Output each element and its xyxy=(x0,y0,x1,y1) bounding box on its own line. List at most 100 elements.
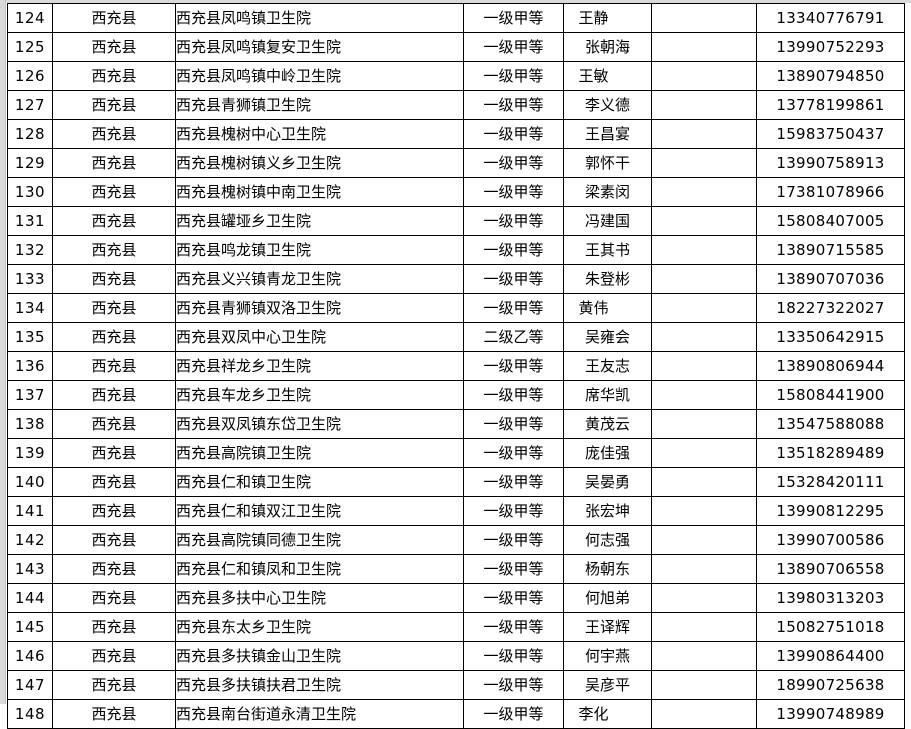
phone-number-cell[interactable]: 13778199861 xyxy=(756,90,905,120)
row-index-cell[interactable]: 134 xyxy=(7,293,53,323)
empty-cell[interactable] xyxy=(651,264,757,294)
institution-name-cell[interactable]: 西充县槐树镇中南卫生院 xyxy=(175,177,464,207)
empty-cell[interactable] xyxy=(651,612,757,642)
row-index-cell[interactable]: 131 xyxy=(7,206,53,236)
row-index-cell[interactable]: 124 xyxy=(7,3,53,33)
grade-cell[interactable]: 一级甲等 xyxy=(463,119,564,149)
empty-cell[interactable] xyxy=(651,235,757,265)
county-cell[interactable]: 西充县 xyxy=(52,148,176,178)
table-row[interactable]: 143 西充县 西充县仁和镇凤和卫生院 一级甲等 杨朝东 13890706558 xyxy=(7,554,905,584)
institution-name-cell[interactable]: 西充县青狮镇卫生院 xyxy=(175,90,464,120)
table-row[interactable]: 138 西充县 西充县双凤镇东岱卫生院 一级甲等 黄茂云 13547588088 xyxy=(7,409,905,439)
phone-number-cell[interactable]: 13340776791 xyxy=(756,3,905,33)
county-cell[interactable]: 西充县 xyxy=(52,206,176,236)
table-row[interactable]: 137 西充县 西充县车龙乡卫生院 一级甲等 席华凯 15808441900 xyxy=(7,380,905,410)
row-index-cell[interactable]: 135 xyxy=(7,322,53,352)
row-index-cell[interactable]: 143 xyxy=(7,554,53,584)
institution-name-cell[interactable]: 西充县仁和镇双江卫生院 xyxy=(175,496,464,526)
responsible-person-cell[interactable]: 李义德 xyxy=(563,90,652,120)
phone-number-cell[interactable]: 15808441900 xyxy=(756,380,905,410)
table-row[interactable]: 147 西充县 西充县多扶镇扶君卫生院 一级甲等 吴彦平 18990725638 xyxy=(7,670,905,700)
institution-name-cell[interactable]: 西充县凤鸣镇卫生院 xyxy=(175,3,464,33)
table-row[interactable]: 139 西充县 西充县高院镇卫生院 一级甲等 庞佳强 13518289489 xyxy=(7,438,905,468)
grade-cell[interactable]: 一级甲等 xyxy=(463,90,564,120)
row-index-cell[interactable]: 130 xyxy=(7,177,53,207)
institution-name-cell[interactable]: 西充县高院镇卫生院 xyxy=(175,438,464,468)
row-index-cell[interactable]: 132 xyxy=(7,235,53,265)
responsible-person-cell[interactable]: 吴彦平 xyxy=(563,670,652,700)
phone-number-cell[interactable]: 15983750437 xyxy=(756,119,905,149)
row-index-cell[interactable]: 144 xyxy=(7,583,53,613)
phone-number-cell[interactable]: 13990752293 xyxy=(756,32,905,62)
institution-name-cell[interactable]: 西充县高院镇同德卫生院 xyxy=(175,525,464,555)
row-index-cell[interactable]: 138 xyxy=(7,409,53,439)
phone-number-cell[interactable]: 13890806944 xyxy=(756,351,905,381)
responsible-person-cell[interactable]: 王敏 xyxy=(563,61,652,91)
empty-cell[interactable] xyxy=(651,3,757,33)
responsible-person-cell[interactable]: 王静 xyxy=(563,3,652,33)
table-row[interactable]: 146 西充县 西充县多扶镇金山卫生院 一级甲等 何宇燕 13990864400 xyxy=(7,641,905,671)
phone-number-cell[interactable]: 18227322027 xyxy=(756,293,905,323)
grade-cell[interactable]: 一级甲等 xyxy=(463,351,564,381)
responsible-person-cell[interactable]: 吴晏勇 xyxy=(563,467,652,497)
grade-cell[interactable]: 一级甲等 xyxy=(463,293,564,323)
phone-number-cell[interactable]: 13990700586 xyxy=(756,525,905,555)
grade-cell[interactable]: 一级甲等 xyxy=(463,670,564,700)
institution-name-cell[interactable]: 西充县多扶中心卫生院 xyxy=(175,583,464,613)
responsible-person-cell[interactable]: 王其书 xyxy=(563,235,652,265)
responsible-person-cell[interactable]: 何宇燕 xyxy=(563,641,652,671)
table-row[interactable]: 141 西充县 西充县仁和镇双江卫生院 一级甲等 张宏坤 13990812295 xyxy=(7,496,905,526)
empty-cell[interactable] xyxy=(651,90,757,120)
county-cell[interactable]: 西充县 xyxy=(52,641,176,671)
table-row[interactable]: 124 西充县 西充县凤鸣镇卫生院 一级甲等 王静 13340776791 xyxy=(7,3,905,33)
grade-cell[interactable]: 一级甲等 xyxy=(463,264,564,294)
responsible-person-cell[interactable]: 何志强 xyxy=(563,525,652,555)
county-cell[interactable]: 西充县 xyxy=(52,496,176,526)
phone-number-cell[interactable]: 15082751018 xyxy=(756,612,905,642)
row-index-cell[interactable]: 146 xyxy=(7,641,53,671)
grade-cell[interactable]: 一级甲等 xyxy=(463,206,564,236)
institution-name-cell[interactable]: 西充县罐垭乡卫生院 xyxy=(175,206,464,236)
table-row[interactable]: 133 西充县 西充县义兴镇青龙卫生院 一级甲等 朱登彬 13890707036 xyxy=(7,264,905,294)
row-index-cell[interactable]: 147 xyxy=(7,670,53,700)
responsible-person-cell[interactable]: 张朝海 xyxy=(563,32,652,62)
phone-number-cell[interactable]: 13547588088 xyxy=(756,409,905,439)
institution-name-cell[interactable]: 西充县双凤中心卫生院 xyxy=(175,322,464,352)
county-cell[interactable]: 西充县 xyxy=(52,351,176,381)
row-index-cell[interactable]: 139 xyxy=(7,438,53,468)
table-row[interactable]: 131 西充县 西充县罐垭乡卫生院 一级甲等 冯建国 15808407005 xyxy=(7,206,905,236)
table-row[interactable]: 125 西充县 西充县凤鸣镇复安卫生院 一级甲等 张朝海 13990752293 xyxy=(7,32,905,62)
phone-number-cell[interactable]: 18990725638 xyxy=(756,670,905,700)
table-row[interactable]: 127 西充县 西充县青狮镇卫生院 一级甲等 李义德 13778199861 xyxy=(7,90,905,120)
empty-cell[interactable] xyxy=(651,380,757,410)
institution-name-cell[interactable]: 西充县多扶镇金山卫生院 xyxy=(175,641,464,671)
grade-cell[interactable]: 一级甲等 xyxy=(463,496,564,526)
phone-number-cell[interactable]: 13350642915 xyxy=(756,322,905,352)
row-index-cell[interactable]: 145 xyxy=(7,612,53,642)
responsible-person-cell[interactable]: 朱登彬 xyxy=(563,264,652,294)
county-cell[interactable]: 西充县 xyxy=(52,380,176,410)
empty-cell[interactable] xyxy=(651,670,757,700)
table-row[interactable]: 140 西充县 西充县仁和镇卫生院 一级甲等 吴晏勇 15328420111 xyxy=(7,467,905,497)
grade-cell[interactable]: 二级乙等 xyxy=(463,322,564,352)
county-cell[interactable]: 西充县 xyxy=(52,119,176,149)
empty-cell[interactable] xyxy=(651,467,757,497)
responsible-person-cell[interactable]: 梁素闵 xyxy=(563,177,652,207)
empty-cell[interactable] xyxy=(651,641,757,671)
table-row[interactable]: 142 西充县 西充县高院镇同德卫生院 一级甲等 何志强 13990700586 xyxy=(7,525,905,555)
row-index-cell[interactable]: 129 xyxy=(7,148,53,178)
row-index-cell[interactable]: 140 xyxy=(7,467,53,497)
phone-number-cell[interactable]: 13990864400 xyxy=(756,641,905,671)
responsible-person-cell[interactable]: 吴雍会 xyxy=(563,322,652,352)
row-index-cell[interactable]: 127 xyxy=(7,90,53,120)
empty-cell[interactable] xyxy=(651,206,757,236)
county-cell[interactable]: 西充县 xyxy=(52,177,176,207)
row-index-cell[interactable]: 136 xyxy=(7,351,53,381)
responsible-person-cell[interactable]: 黄茂云 xyxy=(563,409,652,439)
responsible-person-cell[interactable]: 王译辉 xyxy=(563,612,652,642)
empty-cell[interactable] xyxy=(651,496,757,526)
grade-cell[interactable]: 一级甲等 xyxy=(463,409,564,439)
grade-cell[interactable]: 一级甲等 xyxy=(463,3,564,33)
county-cell[interactable]: 西充县 xyxy=(52,554,176,584)
institution-name-cell[interactable]: 西充县仁和镇卫生院 xyxy=(175,467,464,497)
